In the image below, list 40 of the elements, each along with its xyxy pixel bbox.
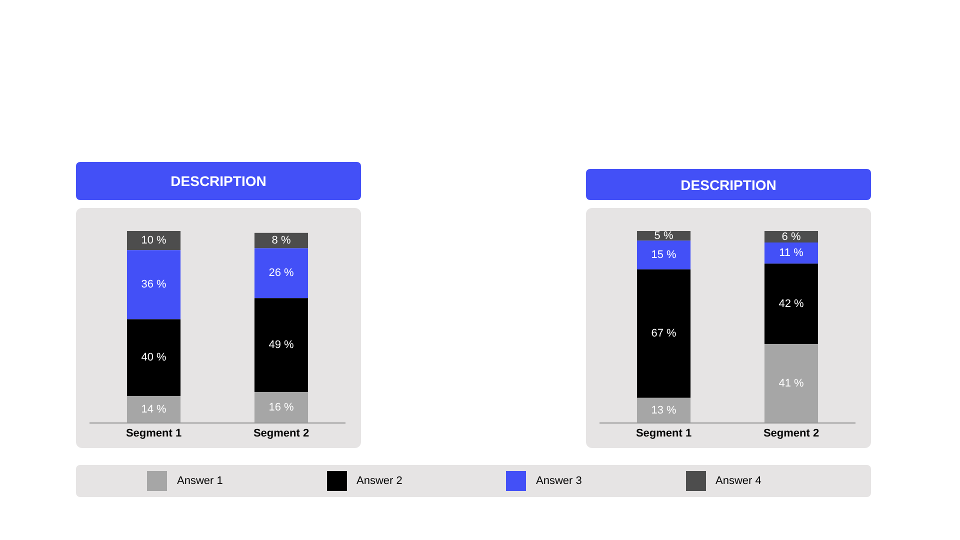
data-label: 5 % (654, 230, 674, 242)
bar (764, 264, 818, 344)
data-label: 15 % (651, 249, 676, 262)
data-label: 67 % (651, 328, 676, 340)
bar (126, 231, 181, 250)
x-tick-label: Segment 1 (636, 427, 692, 440)
bar (254, 298, 308, 392)
data-label: 10 % (141, 234, 166, 247)
x-tick-label: Segment 1 (126, 427, 182, 440)
x-tick-label: Segment 2 (763, 427, 820, 440)
bar (126, 250, 181, 320)
x-tick-label: Segment 2 (253, 427, 310, 440)
data-label: 40 % (141, 352, 166, 364)
legend-label: Answer 3 (536, 475, 582, 487)
data-label: 14 % (141, 403, 166, 416)
data-label: 16 % (268, 401, 294, 414)
bar (126, 396, 181, 423)
bar (254, 392, 308, 423)
data-label: 26 % (268, 267, 294, 280)
bar (254, 248, 308, 298)
bar (636, 398, 691, 423)
data-label: 8 % (272, 234, 291, 247)
chart-title: DESCRIPTION (586, 169, 871, 200)
legend-label: Answer 1 (177, 475, 223, 487)
bar (636, 269, 691, 398)
legend-label: Answer 4 (716, 475, 762, 487)
chart-title: DESCRIPTION (76, 162, 361, 200)
data-label: 36 % (141, 278, 166, 291)
data-label: 11 % (779, 247, 804, 260)
data-label: 49 % (268, 339, 294, 352)
bar (764, 344, 818, 423)
bar (764, 242, 818, 264)
data-label: 6 % (782, 230, 801, 243)
legend-label: Answer 2 (356, 475, 402, 487)
data-label: 13 % (651, 404, 676, 416)
data-label: 41 % (778, 378, 804, 390)
bar (254, 232, 308, 248)
bar (126, 319, 181, 396)
data-label: 42 % (778, 298, 804, 310)
bar (636, 240, 691, 270)
